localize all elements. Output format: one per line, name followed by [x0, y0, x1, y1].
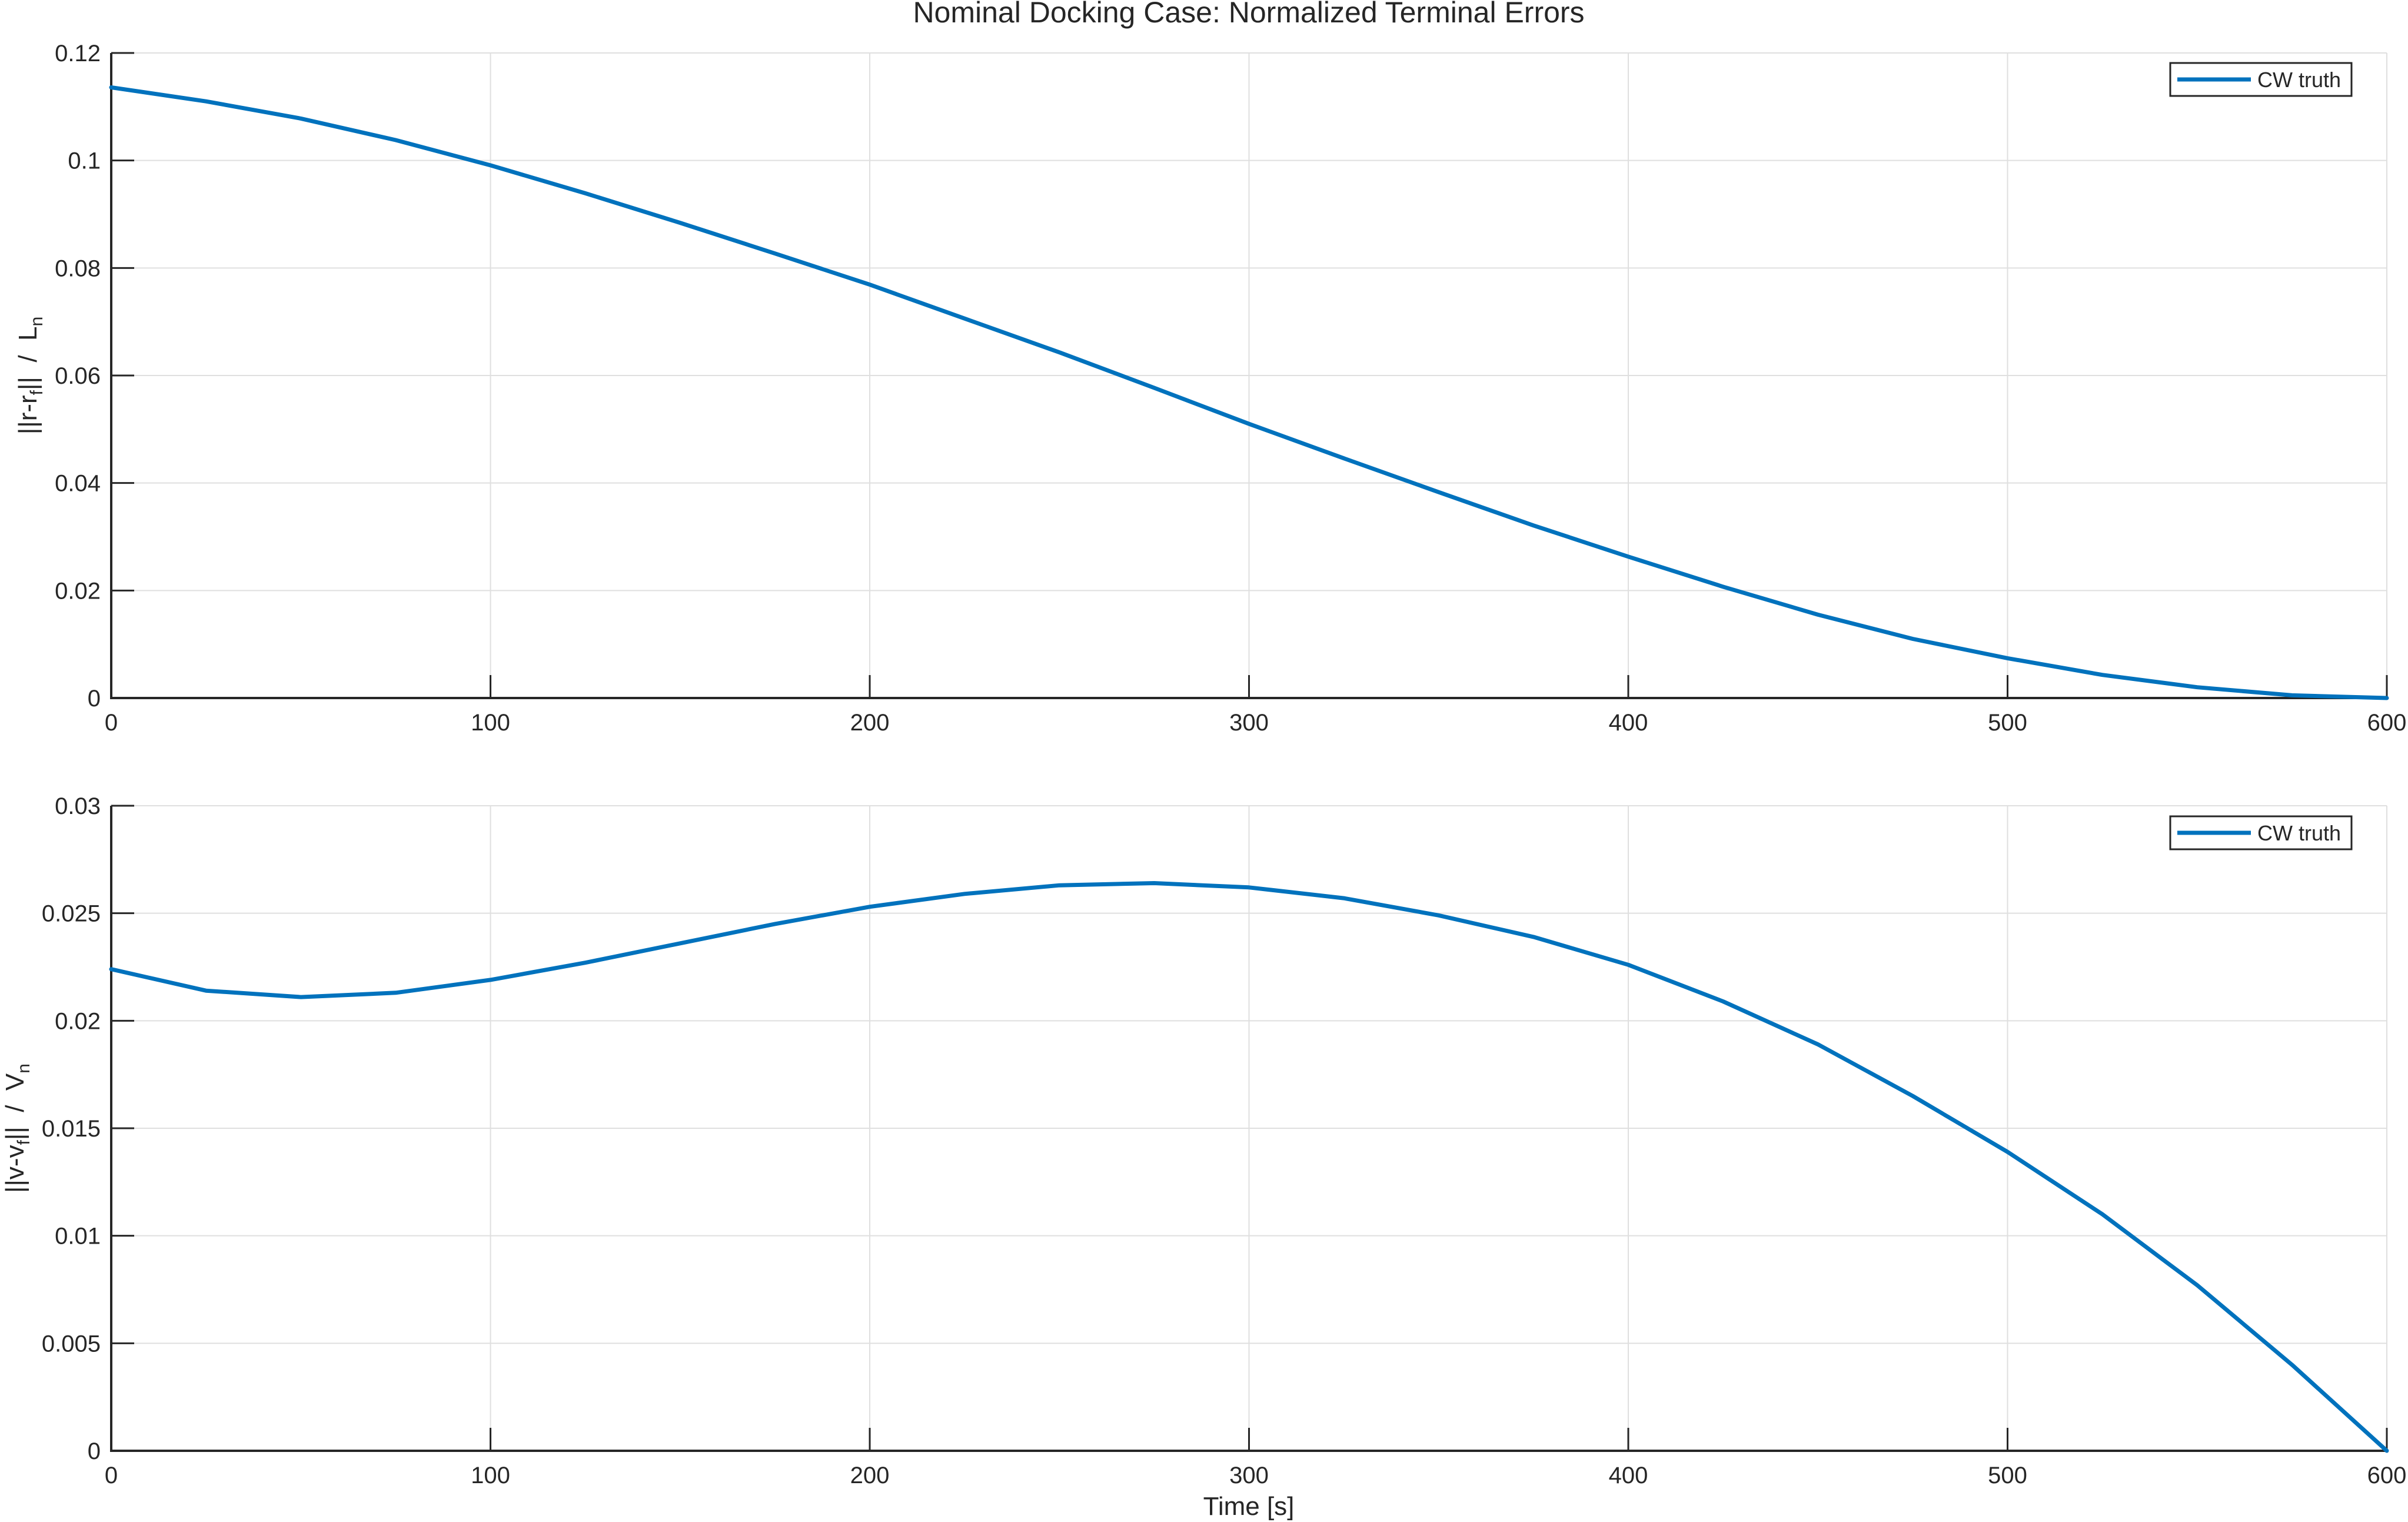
legend-label: CW truth — [2257, 821, 2341, 845]
y-tick-label: 0.01 — [55, 1224, 101, 1249]
y-tick-label: 0.1 — [68, 148, 101, 174]
y-tick-label: 0 — [88, 686, 101, 712]
x-tick-label: 400 — [1609, 710, 1648, 736]
y-tick-label: 0.04 — [55, 471, 101, 497]
cw-truth-line — [109, 881, 2389, 1453]
y-tick-label: 0 — [88, 1438, 101, 1464]
x-tick-label: 100 — [471, 710, 510, 736]
x-tick-label: 0 — [105, 710, 118, 736]
y-tick-label: 0.12 — [55, 41, 101, 67]
legend[interactable]: CW truth — [2169, 62, 2353, 97]
x-tick-label: 500 — [1988, 1463, 2027, 1488]
y-axis-label: ||v-vf|| / Vn — [1, 1064, 34, 1193]
y-tick-label: 0.025 — [42, 901, 101, 927]
y-tick-label: 0.005 — [42, 1331, 101, 1357]
axis-lines — [110, 53, 2387, 699]
grid-lines — [111, 52, 2387, 698]
y-tick-label: 0.02 — [55, 578, 101, 604]
y-tick-label: 0.08 — [55, 255, 101, 281]
x-tick-label: 300 — [1229, 1463, 1269, 1488]
x-tick-label: 400 — [1609, 1463, 1648, 1488]
legend[interactable]: CW truth — [2169, 815, 2353, 850]
x-tick-label: 300 — [1229, 710, 1269, 736]
tick-labels: 0 100 200 300 400 500 600 0 0.005 0.01 0.015 0.02 0.… — [42, 793, 2406, 1488]
x-tick-label: 600 — [2367, 1463, 2407, 1488]
axis-lines — [110, 806, 2387, 1452]
velocity-error-axes: 0 100 200 300 400 500 600 0 0.005 0.01 0.015 0.02 0.… — [1, 793, 2406, 1521]
cw-truth-line — [109, 85, 2389, 700]
x-tick-label: 0 — [105, 1463, 118, 1488]
y-tick-label: 0.02 — [55, 1008, 101, 1034]
position-error-axes: 0 100 200 300 400 500 600 0 0.02 0.04 0.06 0.08 0.1 0… — [14, 41, 2406, 736]
grid-lines — [111, 805, 2387, 1451]
x-tick-label: 100 — [471, 1463, 510, 1488]
x-tick-label: 500 — [1988, 710, 2027, 736]
x-tick-label: 200 — [850, 710, 890, 736]
x-axis-label: Time [s] — [1203, 1492, 1295, 1521]
legend-label: CW truth — [2257, 68, 2341, 92]
x-tick-label: 600 — [2367, 710, 2407, 736]
y-tick-label: 0.015 — [42, 1116, 101, 1142]
tick-labels: 0 100 200 300 400 500 600 0 0.02 0.04 0.06 0.08 0.1 0… — [55, 41, 2406, 736]
y-axis-label: ||r-rf|| / Ln — [14, 317, 46, 434]
figure-title: Nominal Docking Case: Normalized Termina… — [913, 0, 1584, 29]
x-tick-label: 200 — [850, 1463, 890, 1488]
y-tick-label: 0.03 — [55, 793, 101, 819]
y-tick-label: 0.06 — [55, 363, 101, 389]
